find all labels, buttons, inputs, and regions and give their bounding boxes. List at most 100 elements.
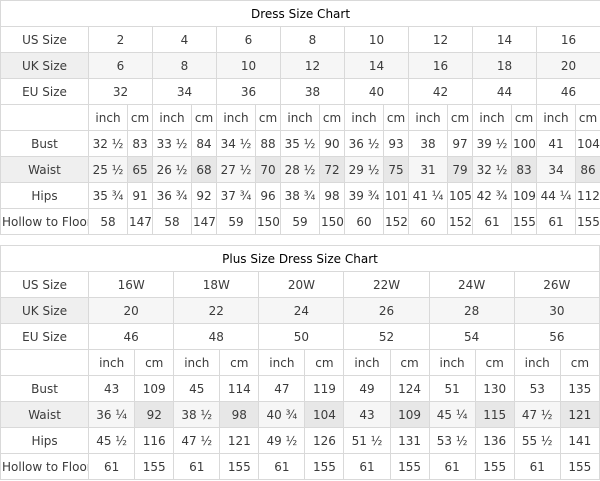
unit-inch-cell: inch xyxy=(472,104,512,131)
unit-inch-cell: inch xyxy=(428,349,476,376)
size-cell: 10 xyxy=(216,52,281,79)
measure-cm-cell: 155 xyxy=(574,208,600,235)
measure-cm-cell: 155 xyxy=(474,453,515,480)
size-row: EU Size 46 48 50 52 54 56 xyxy=(0,323,600,350)
measure-inch-cell: 43 xyxy=(88,375,136,402)
measure-cm-cell: 121 xyxy=(559,401,600,428)
measure-inch-cell: 42 ¾ xyxy=(472,182,512,209)
unit-inch-cell: inch xyxy=(536,104,576,131)
measure-cm-cell: 150 xyxy=(319,208,345,235)
size-cell: 56 xyxy=(513,323,600,350)
measure-inch-cell: 60 xyxy=(344,208,384,235)
size-cell: 20 xyxy=(88,297,175,324)
measure-cm-cell: 115 xyxy=(474,401,515,428)
measure-cm-cell: 65 xyxy=(127,156,153,183)
row-label: US Size xyxy=(0,26,89,53)
measure-cm-cell: 147 xyxy=(127,208,153,235)
measure-cm-cell: 155 xyxy=(219,453,260,480)
measure-inch-cell: 51 ½ xyxy=(343,427,391,454)
unit-inch-cell: inch xyxy=(173,349,221,376)
size-cell: 30 xyxy=(513,297,600,324)
row-label xyxy=(0,349,90,376)
size-cell: 16 xyxy=(408,52,473,79)
row-label: Hollow to Floor xyxy=(0,453,90,480)
measure-cm-cell: 152 xyxy=(383,208,409,235)
size-cell: 46 xyxy=(535,78,600,105)
measure-inch-cell: 58 xyxy=(152,208,192,235)
measure-row: Hollow to Floor 58 147 58 147 59 150 59 150 60 152… xyxy=(0,208,600,235)
measure-inch-cell: 58 xyxy=(88,208,128,235)
size-cell: 46 xyxy=(88,323,175,350)
measure-cm-cell: 79 xyxy=(447,156,473,183)
size-cell: 36 xyxy=(216,78,281,105)
size-cell: 26W xyxy=(513,271,600,298)
measure-inch-cell: 45 ¼ xyxy=(428,401,476,428)
measure-inch-cell: 61 xyxy=(472,208,512,235)
dress-size-chart-table: Dress Size Chart US Size 2 4 6 8 10 12 14 16 UK S… xyxy=(0,0,600,235)
unit-inch-cell: inch xyxy=(408,104,448,131)
measure-inch-cell: 37 ¾ xyxy=(216,182,256,209)
measure-cm-cell: 141 xyxy=(559,427,600,454)
size-cell: 8 xyxy=(152,52,217,79)
measure-cm-cell: 130 xyxy=(474,375,515,402)
measure-cm-cell: 92 xyxy=(191,182,217,209)
measure-inch-cell: 41 ¼ xyxy=(408,182,448,209)
size-cell: 54 xyxy=(428,323,515,350)
size-cell: 14 xyxy=(472,26,537,53)
unit-header-row: inch cm inch cm inch cm inch cm inch cm inch cm inch… xyxy=(0,104,600,131)
measure-row: Waist 36 ¼ 92 38 ½ 98 40 ¾ 104 43 109 45 ¼ 115 47 ½… xyxy=(0,401,600,428)
size-cell: 18 xyxy=(472,52,537,79)
row-label: Hollow to Floor xyxy=(0,208,89,235)
measure-inch-cell: 61 xyxy=(536,208,576,235)
size-cell: 32 xyxy=(88,78,153,105)
measure-inch-cell: 32 ½ xyxy=(88,130,128,157)
measure-cm-cell: 121 xyxy=(219,427,260,454)
size-row: EU Size 32 34 36 38 40 42 44 46 xyxy=(0,78,600,105)
row-label: UK Size xyxy=(0,52,89,79)
row-label: Waist xyxy=(0,401,90,428)
size-cell: 24W xyxy=(428,271,515,298)
measure-cm-cell: 147 xyxy=(191,208,217,235)
measure-cm-cell: 101 xyxy=(383,182,409,209)
measure-inch-cell: 33 ½ xyxy=(152,130,192,157)
measure-cm-cell: 152 xyxy=(447,208,473,235)
measure-cm-cell: 155 xyxy=(134,453,175,480)
measure-inch-cell: 47 ½ xyxy=(513,401,561,428)
measure-cm-cell: 105 xyxy=(447,182,473,209)
measure-inch-cell: 43 xyxy=(343,401,391,428)
measure-inch-cell: 59 xyxy=(216,208,256,235)
row-label: UK Size xyxy=(0,297,90,324)
measure-cm-cell: 90 xyxy=(319,130,345,157)
size-cell: 52 xyxy=(343,323,430,350)
unit-cm-cell: cm xyxy=(134,349,175,376)
measure-inch-cell: 38 ¾ xyxy=(280,182,320,209)
measure-cm-cell: 112 xyxy=(574,182,600,209)
size-cell: 50 xyxy=(258,323,345,350)
size-cell: 20W xyxy=(258,271,345,298)
unit-inch-cell: inch xyxy=(88,349,136,376)
size-cell: 34 xyxy=(152,78,217,105)
measure-cm-cell: 100 xyxy=(511,130,537,157)
measure-cm-cell: 83 xyxy=(511,156,537,183)
measure-inch-cell: 29 ½ xyxy=(344,156,384,183)
measure-inch-cell: 61 xyxy=(173,453,221,480)
measure-cm-cell: 93 xyxy=(383,130,409,157)
size-cell: 38 xyxy=(280,78,345,105)
measure-inch-cell: 34 xyxy=(536,156,576,183)
size-cell: 8 xyxy=(280,26,345,53)
size-row: UK Size 20 22 24 26 28 30 xyxy=(0,297,600,324)
measure-cm-cell: 109 xyxy=(389,401,430,428)
unit-inch-cell: inch xyxy=(88,104,128,131)
measure-cm-cell: 88 xyxy=(255,130,281,157)
size-cell: 14 xyxy=(344,52,409,79)
measure-inch-cell: 28 ½ xyxy=(280,156,320,183)
measure-cm-cell: 91 xyxy=(127,182,153,209)
measure-inch-cell: 36 ¾ xyxy=(152,182,192,209)
measure-inch-cell: 47 xyxy=(258,375,306,402)
measure-row: Waist 25 ½ 65 26 ½ 68 27 ½ 70 28 ½ 72 29 ½ 75 31 79 3… xyxy=(0,156,600,183)
unit-cm-cell: cm xyxy=(191,104,217,131)
measure-row: Bust 43 109 45 114 47 119 49 124 51 130 53 135 xyxy=(0,375,600,402)
measure-inch-cell: 25 ½ xyxy=(88,156,128,183)
size-cell: 22W xyxy=(343,271,430,298)
measure-cm-cell: 116 xyxy=(134,427,175,454)
